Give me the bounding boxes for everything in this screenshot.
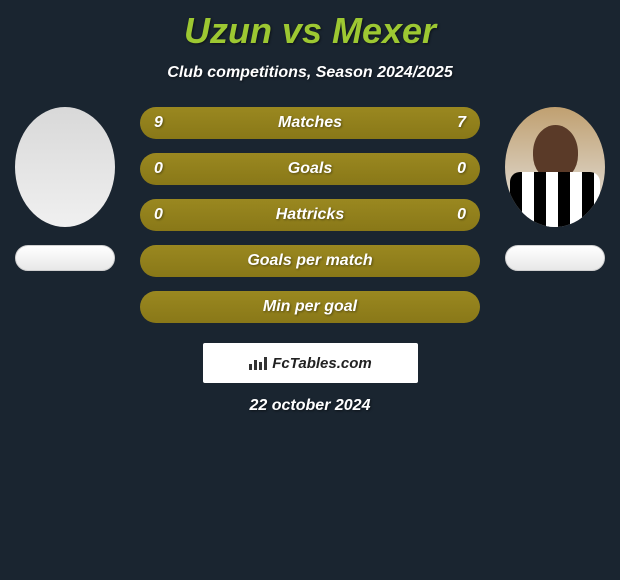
chart-icon bbox=[248, 356, 268, 370]
stats-column: 9 Matches 7 0 Goals 0 0 Hattricks 0 Goal… bbox=[140, 107, 480, 323]
subtitle: Club competitions, Season 2024/2025 bbox=[0, 64, 620, 82]
stat-label: Goals bbox=[174, 160, 446, 178]
footer-logo-text: FcTables.com bbox=[272, 355, 371, 372]
stat-left-value: 0 bbox=[154, 206, 174, 224]
player-left-column bbox=[10, 107, 120, 271]
comparison-card: Uzun vs Mexer Club competitions, Season … bbox=[0, 0, 620, 415]
stat-bar-goals-per-match: Goals per match bbox=[140, 245, 480, 277]
footer-date: 22 october 2024 bbox=[0, 397, 620, 415]
stat-right-value: 0 bbox=[446, 160, 466, 178]
player-left-avatar bbox=[15, 107, 115, 227]
footer-logo[interactable]: FcTables.com bbox=[203, 343, 418, 383]
stat-label: Goals per match bbox=[247, 252, 372, 270]
title: Uzun vs Mexer bbox=[0, 10, 620, 52]
stat-label: Min per goal bbox=[263, 298, 357, 316]
stat-bar-hattricks: 0 Hattricks 0 bbox=[140, 199, 480, 231]
stat-bar-matches: 9 Matches 7 bbox=[140, 107, 480, 139]
stat-bar-goals: 0 Goals 0 bbox=[140, 153, 480, 185]
stat-label: Hattricks bbox=[174, 206, 446, 224]
stat-left-value: 9 bbox=[154, 114, 174, 132]
player-right-column bbox=[500, 107, 610, 271]
player-right-avatar bbox=[505, 107, 605, 227]
stat-label: Matches bbox=[174, 114, 446, 132]
content-row: 9 Matches 7 0 Goals 0 0 Hattricks 0 Goal… bbox=[0, 107, 620, 323]
player-right-name-pill bbox=[505, 245, 605, 271]
stat-bar-min-per-goal: Min per goal bbox=[140, 291, 480, 323]
stat-right-value: 7 bbox=[446, 114, 466, 132]
stat-left-value: 0 bbox=[154, 160, 174, 178]
stat-right-value: 0 bbox=[446, 206, 466, 224]
avatar-jersey-icon bbox=[510, 172, 600, 227]
player-left-name-pill bbox=[15, 245, 115, 271]
